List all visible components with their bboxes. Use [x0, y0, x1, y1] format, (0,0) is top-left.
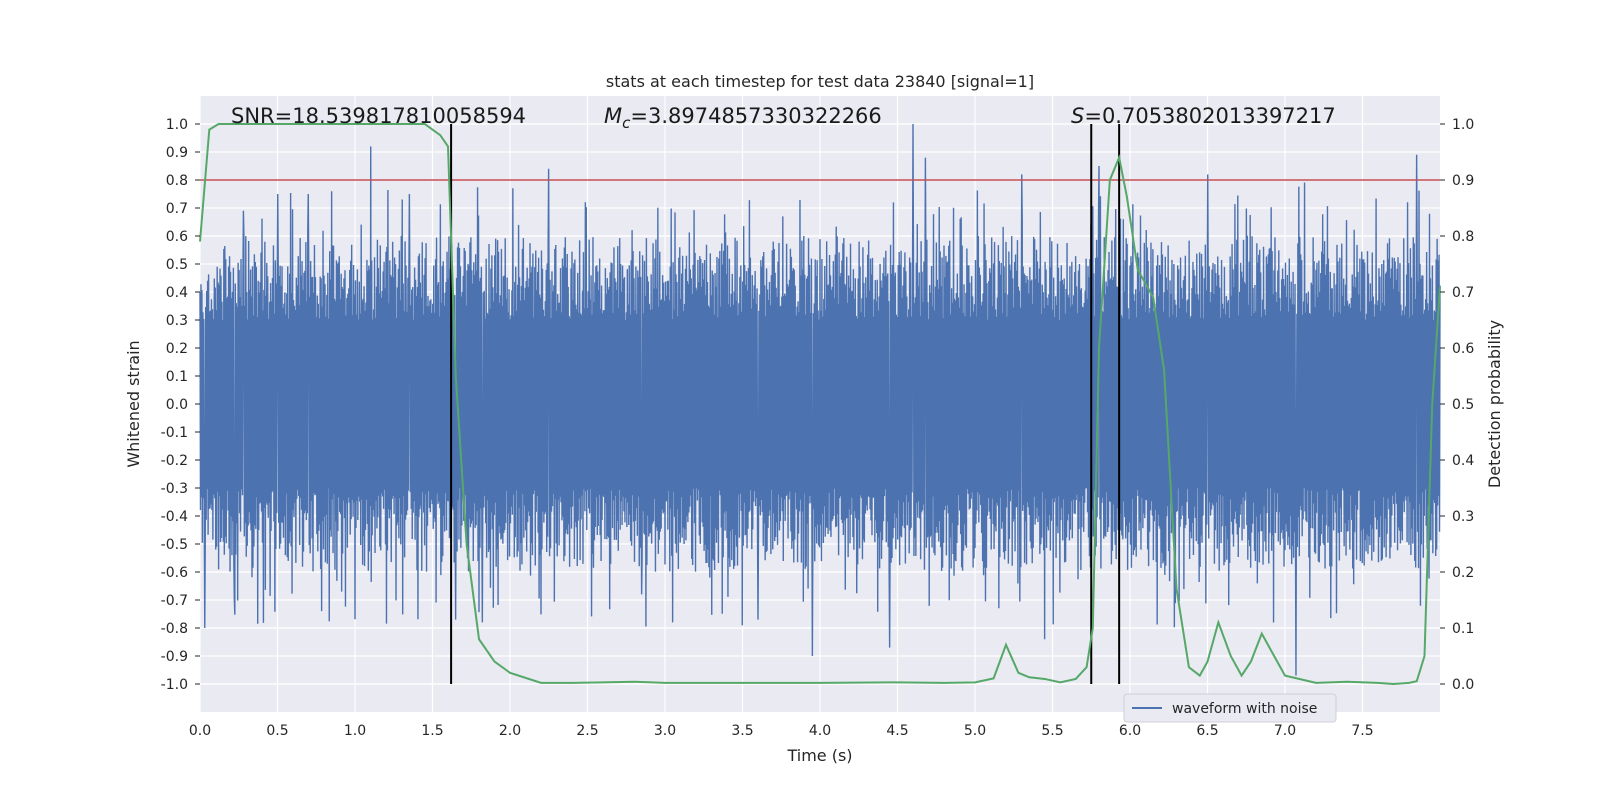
waveform-series — [199, 123, 1441, 676]
legend-box — [1123, 693, 1337, 723]
y-tick-label: 0.2 — [166, 341, 188, 357]
x-tick-label: 1.0 — [344, 723, 366, 739]
x-tick-label: 6.5 — [1196, 723, 1218, 739]
y2-tick-label: 0.2 — [1452, 565, 1474, 581]
x-tick-label: 2.0 — [499, 723, 521, 739]
x-tick-label: 5.0 — [964, 723, 986, 739]
y2-tick-label: 0.4 — [1452, 453, 1474, 469]
y-axis-label: Whitened strain — [124, 340, 143, 467]
y-tick-label: 0.8 — [166, 173, 188, 189]
y2-axis-label: Detection probability — [1485, 320, 1504, 488]
legend-label: waveform with noise — [1172, 701, 1317, 717]
y-tick-label: 0.7 — [166, 201, 188, 217]
y-tick-label: 0.9 — [166, 145, 188, 161]
x-tick-label: 3.5 — [731, 723, 753, 739]
y-tick-label: -0.3 — [161, 481, 188, 497]
y2-tick-label: 0.9 — [1452, 173, 1474, 189]
s-symbol: S — [1071, 104, 1084, 128]
x-tick-label: 0.5 — [266, 723, 288, 739]
chirp-mass-symbol: M — [604, 104, 622, 128]
x-tick-label: 3.0 — [654, 723, 676, 739]
x-tick-label: 1.5 — [421, 723, 443, 739]
x-tick-label: 7.0 — [1274, 723, 1296, 739]
chirp-mass-value: =3.8974857330322266 — [630, 104, 881, 128]
y-tick-label: -0.8 — [161, 621, 188, 637]
y2-tick-label: 0.7 — [1452, 285, 1474, 301]
x-tick-label: 4.0 — [809, 723, 831, 739]
chirp-mass-subscript: c — [622, 114, 631, 132]
y-tick-label: 1.0 — [166, 117, 188, 133]
chirp-mass-annotation: Mc=3.8974857330322266 — [604, 104, 882, 132]
s-value: =0.7053802013397217 — [1084, 104, 1335, 128]
y2-tick-label: 0.3 — [1452, 509, 1474, 525]
axes: 0.0 0.5 1.0 1.5 2.0 2.5 3.0 3.5 4.0 4.5 5.0 5.5 6.0 6… — [161, 117, 1475, 739]
y2-tick-label: 1.0 — [1452, 117, 1474, 133]
y2-tick-label: 0.0 — [1452, 677, 1474, 693]
y-tick-label: -1.0 — [161, 677, 188, 693]
y-tick-label: 0.1 — [166, 369, 188, 385]
s-annotation: S=0.7053802013397217 — [1071, 104, 1336, 128]
y2-tick-label: 0.8 — [1452, 229, 1474, 245]
waveform-line — [199, 123, 1441, 676]
x-tick-label: 4.5 — [886, 723, 908, 739]
x-tick-label: 5.5 — [1041, 723, 1063, 739]
y-tick-label: 0.0 — [166, 397, 188, 413]
y2-tick-label: 0.5 — [1452, 397, 1474, 413]
y-tick-label: 0.4 — [166, 285, 188, 301]
snr-annotation: SNR=18.539817810058594 — [231, 104, 526, 128]
legend: waveform with noise — [1123, 693, 1337, 723]
y-tick-label: -0.7 — [161, 593, 188, 609]
y-tick-label: -0.5 — [161, 537, 188, 553]
y-tick-label: 0.3 — [166, 313, 188, 329]
x-tick-label: 7.5 — [1351, 723, 1373, 739]
y2-tick-label: 0.1 — [1452, 621, 1474, 637]
x-tick-label: 2.5 — [576, 723, 598, 739]
y-tick-label: -0.1 — [161, 425, 188, 441]
probability-line — [199, 123, 1441, 686]
x-tick-label: 6.0 — [1119, 723, 1141, 739]
chart-title: stats at each timestep for test data 238… — [606, 72, 1034, 91]
y2-tick-label: 0.6 — [1452, 341, 1474, 357]
x-axis-label: Time (s) — [786, 746, 852, 765]
y-tick-label: -0.2 — [161, 453, 188, 469]
x-tick-label: 0.0 — [189, 723, 211, 739]
y-tick-label: 0.5 — [166, 257, 188, 273]
y-tick-label: 0.6 — [166, 229, 188, 245]
y-tick-label: -0.6 — [161, 565, 188, 581]
y-tick-label: -0.9 — [161, 649, 188, 665]
y-tick-label: -0.4 — [161, 509, 188, 525]
overlays — [199, 123, 1441, 686]
